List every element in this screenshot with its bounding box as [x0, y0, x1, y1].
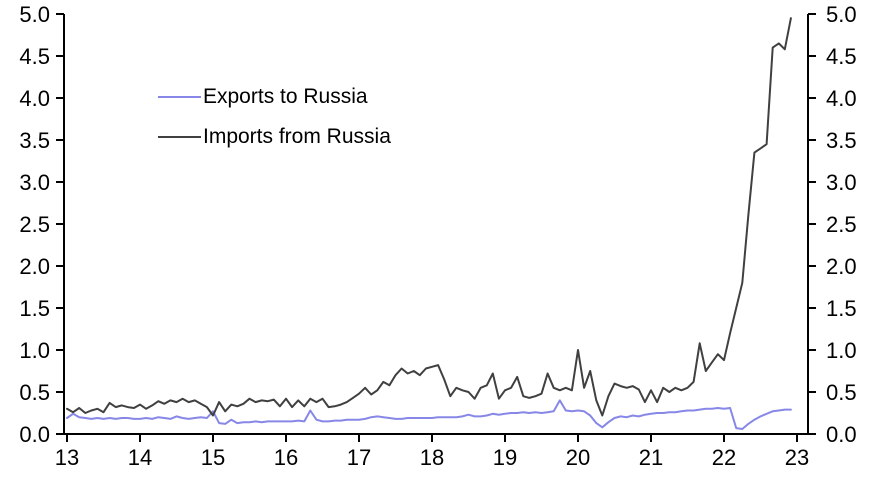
y-tick-label-right: 1.5	[826, 296, 857, 321]
y-tick-label-right: 0.0	[826, 422, 857, 447]
y-tick-label-right: 2.0	[826, 254, 857, 279]
plot-lines	[66, 17, 792, 430]
y-tick-label-right: 2.5	[826, 212, 857, 237]
y-tick-label-left: 0.5	[19, 380, 50, 405]
x-tick-label: 14	[128, 445, 152, 470]
x-tick-label: 15	[201, 445, 225, 470]
legend-label-exports: Exports to Russia	[203, 85, 368, 108]
y-tick-label-right: 4.5	[826, 44, 857, 69]
axes: 0.0 0.0 0.5 0.5 1.0 1.0 1.5 1.5 2.0 2.0 2.5 2.5 3.0 3…	[19, 2, 856, 470]
y-tick-label-left: 0.0	[19, 422, 50, 447]
y-tick-label-left: 3.0	[19, 170, 50, 195]
legend-item-exports: Exports to Russia	[158, 84, 391, 110]
exports-line-swatch	[158, 96, 201, 98]
y-tick-label-left: 3.5	[19, 128, 50, 153]
series-line-imports	[66, 17, 792, 417]
y-tick-label-left: 4.0	[19, 86, 50, 111]
x-tick-label: 17	[347, 445, 371, 470]
y-tick-label-right: 1.0	[826, 338, 857, 363]
y-tick-label-left: 4.5	[19, 44, 50, 69]
y-tick-label-right: 3.5	[826, 128, 857, 153]
imports-line-swatch	[158, 136, 201, 138]
y-tick-label-left: 5.0	[19, 2, 50, 27]
x-tick-label: 19	[493, 445, 517, 470]
x-tick-label: 23	[785, 445, 809, 470]
x-tick-label: 20	[566, 445, 590, 470]
y-tick-label-left: 2.0	[19, 254, 50, 279]
y-tick-label-left: 2.5	[19, 212, 50, 237]
y-tick-label-right: 4.0	[826, 86, 857, 111]
x-tick-label: 21	[639, 445, 663, 470]
series-line-exports	[66, 399, 792, 430]
y-tick-label-left: 1.5	[19, 296, 50, 321]
y-tick-label-left: 1.0	[19, 338, 50, 363]
legend: Exports to Russia Imports from Russia	[158, 84, 391, 164]
legend-label-imports: Imports from Russia	[203, 125, 391, 148]
x-tick-label: 22	[712, 445, 736, 470]
x-tick-label: 18	[420, 445, 444, 470]
x-tick-label: 16	[274, 445, 298, 470]
y-tick-label-right: 5.0	[826, 2, 857, 27]
legend-item-imports: Imports from Russia	[158, 124, 391, 150]
y-tick-label-right: 0.5	[826, 380, 857, 405]
y-tick-label-right: 3.0	[826, 170, 857, 195]
x-tick-label: 13	[55, 445, 79, 470]
